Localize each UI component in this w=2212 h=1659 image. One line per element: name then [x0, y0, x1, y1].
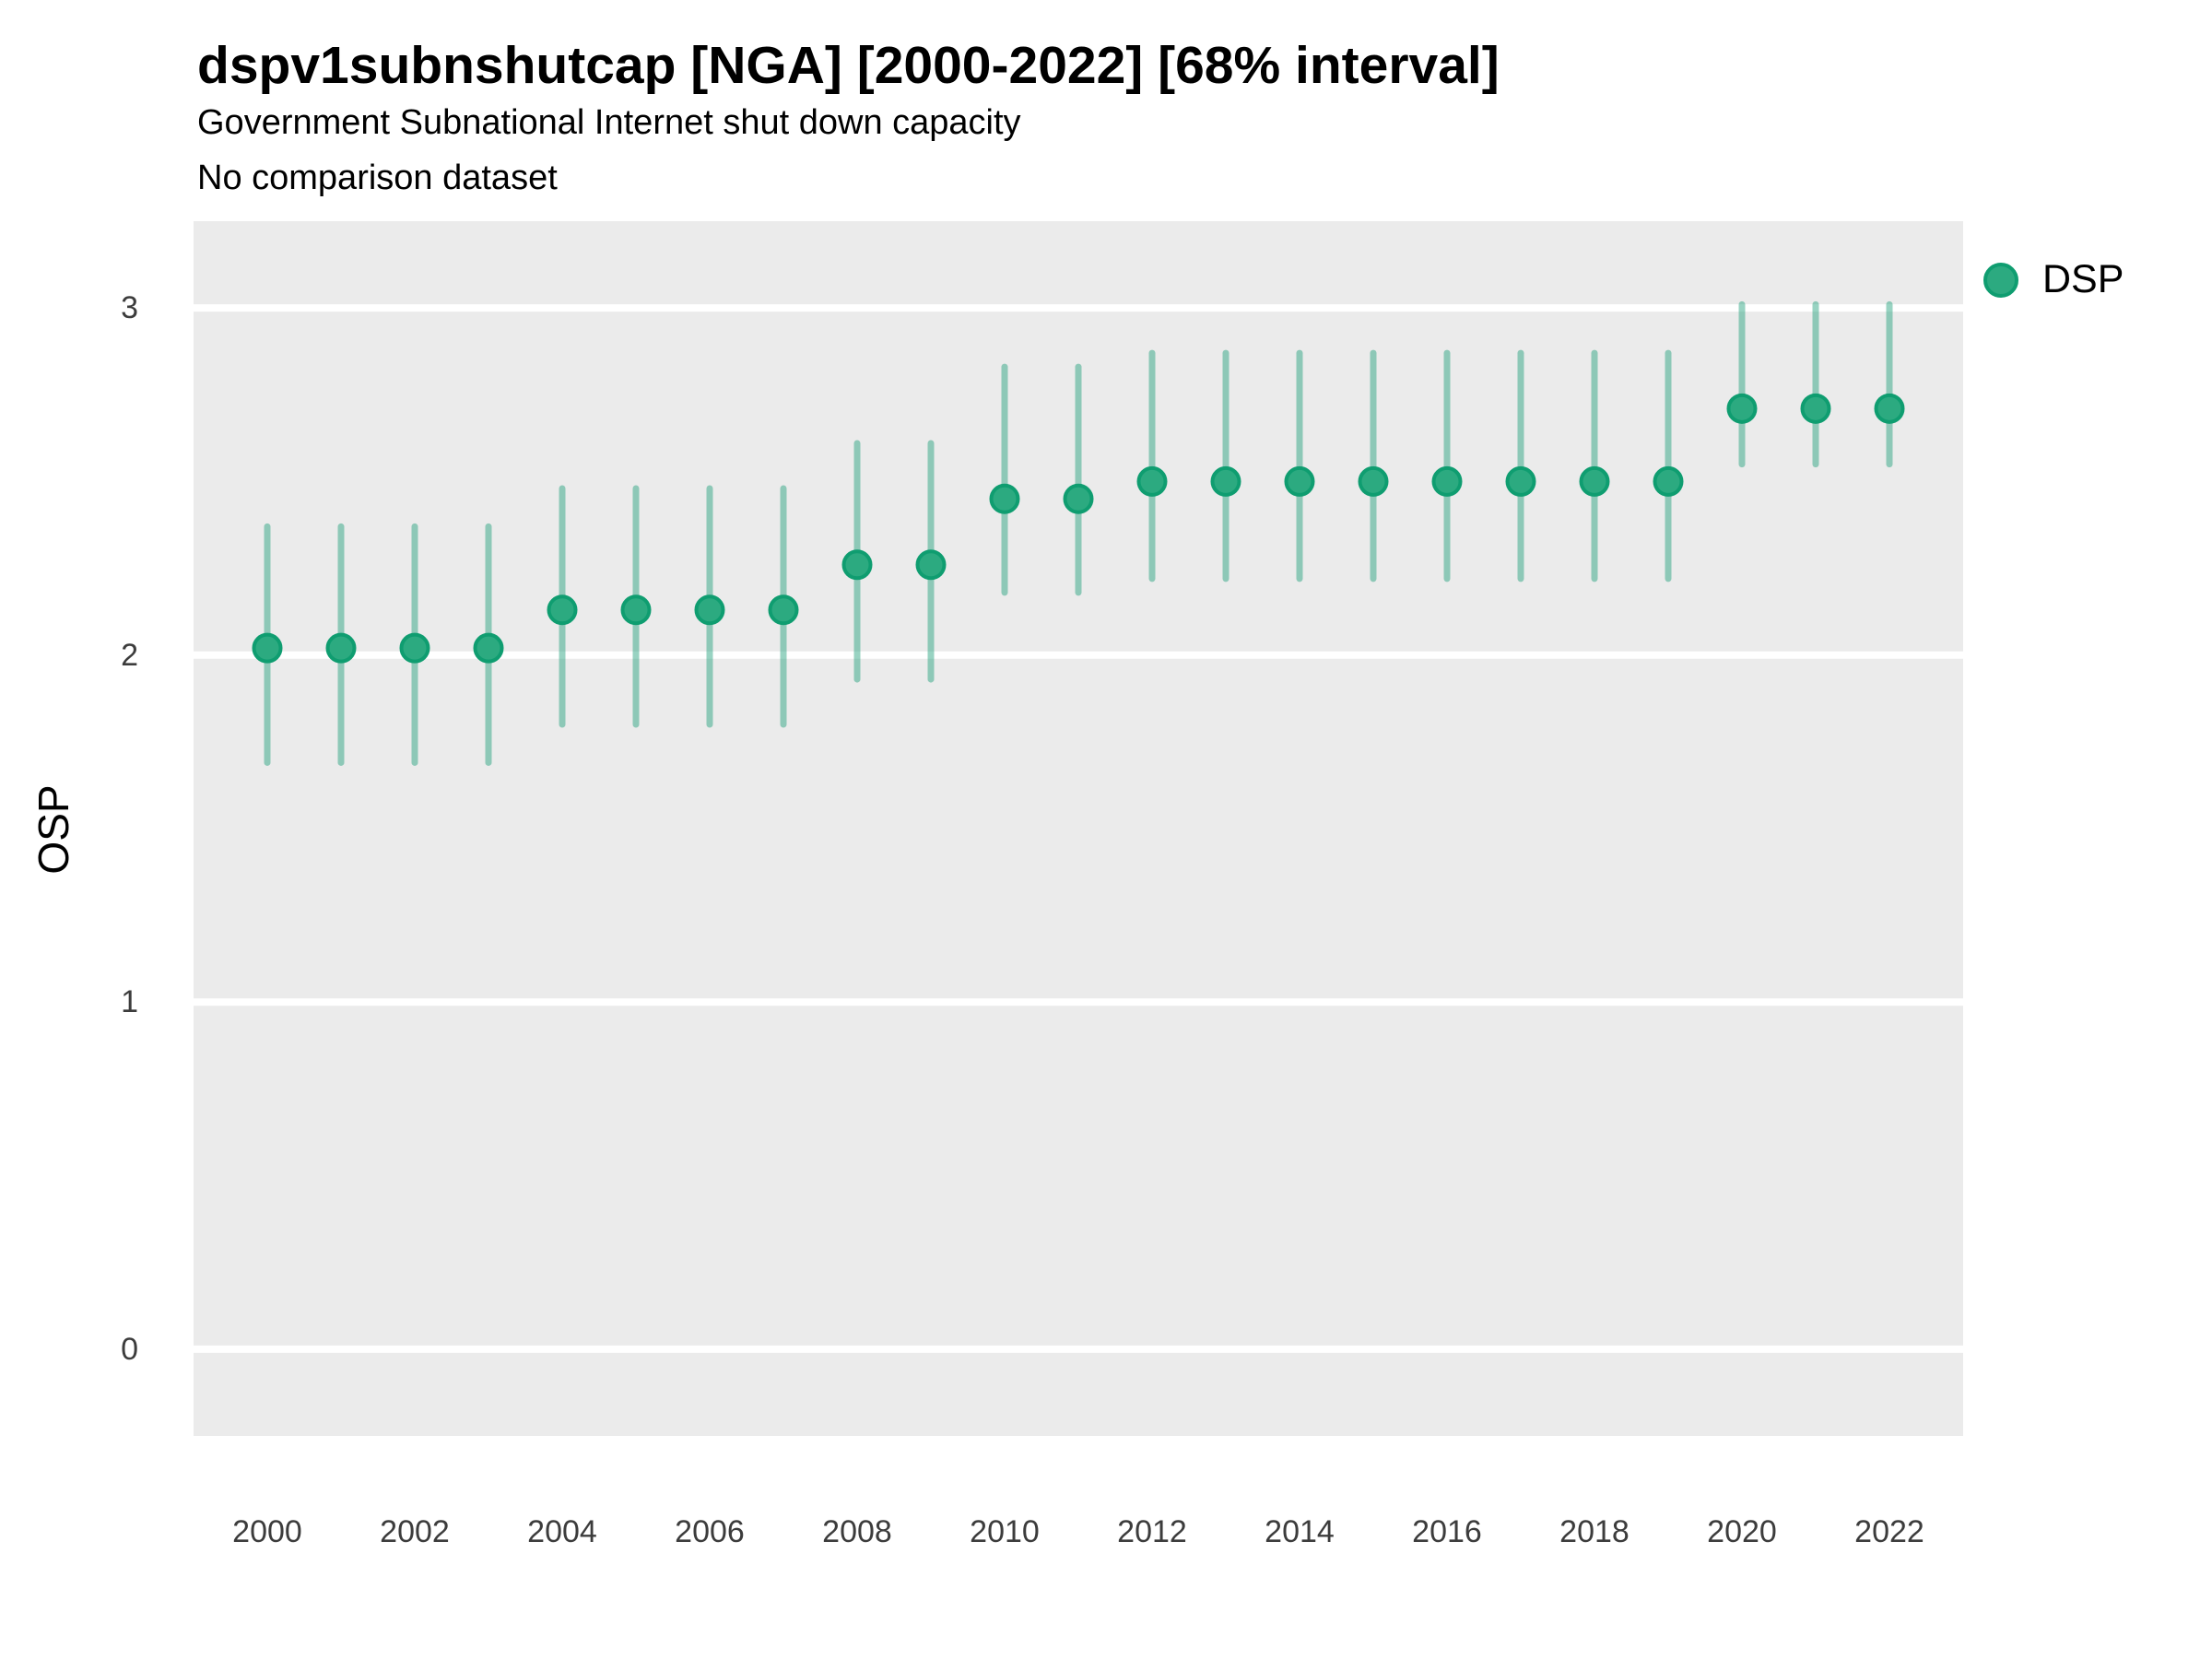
data-point — [1284, 465, 1315, 497]
legend-dot-icon — [1983, 262, 2018, 298]
x-tick-label: 2012 — [1117, 1514, 1187, 1549]
x-tick-label: 2008 — [822, 1514, 892, 1549]
y-tick-label: 1 — [121, 984, 138, 1020]
y-tick-label: 0 — [121, 1331, 138, 1367]
x-tick-label: 2022 — [1854, 1514, 1924, 1549]
data-point — [252, 632, 283, 664]
data-point — [1431, 465, 1463, 497]
data-point — [547, 594, 578, 626]
data-point — [1874, 393, 1905, 424]
data-point — [1726, 393, 1758, 424]
data-point — [989, 483, 1020, 514]
data-point — [1505, 465, 1536, 497]
comparison-note: No comparison dataset — [197, 159, 558, 197]
plot-panel — [194, 221, 1963, 1436]
x-tick-label: 2020 — [1707, 1514, 1777, 1549]
legend: DSP — [1983, 257, 2124, 302]
x-tick-label: 2006 — [675, 1514, 745, 1549]
y-axis-title: OSP — [29, 784, 77, 875]
data-point — [915, 549, 947, 581]
data-point — [620, 594, 652, 626]
data-point — [399, 632, 430, 664]
data-point — [694, 594, 725, 626]
y-tick-label: 3 — [121, 290, 138, 326]
data-point — [1579, 465, 1610, 497]
chart-title: dspv1subnshutcap [NGA] [2000-2022] [68% … — [197, 36, 1500, 95]
y-tick-label: 2 — [121, 637, 138, 673]
x-tick-label: 2002 — [380, 1514, 450, 1549]
x-tick-label: 2010 — [970, 1514, 1040, 1549]
x-tick-label: 2018 — [1559, 1514, 1630, 1549]
x-tick-label: 2014 — [1265, 1514, 1335, 1549]
data-point — [1136, 465, 1168, 497]
data-point — [325, 632, 357, 664]
data-point — [1358, 465, 1389, 497]
data-point — [1063, 483, 1094, 514]
data-point — [841, 549, 873, 581]
x-tick-label: 2016 — [1412, 1514, 1482, 1549]
data-point — [1210, 465, 1241, 497]
data-point — [473, 632, 504, 664]
data-point — [768, 594, 799, 626]
x-tick-label: 2004 — [527, 1514, 597, 1549]
data-point — [1800, 393, 1831, 424]
chart-canvas — [194, 300, 1963, 1353]
data-point — [1653, 465, 1684, 497]
legend-label: DSP — [2042, 257, 2124, 301]
chart-subtitle: Government Subnational Internet shut dow… — [197, 103, 1021, 142]
x-tick-label: 2000 — [232, 1514, 302, 1549]
